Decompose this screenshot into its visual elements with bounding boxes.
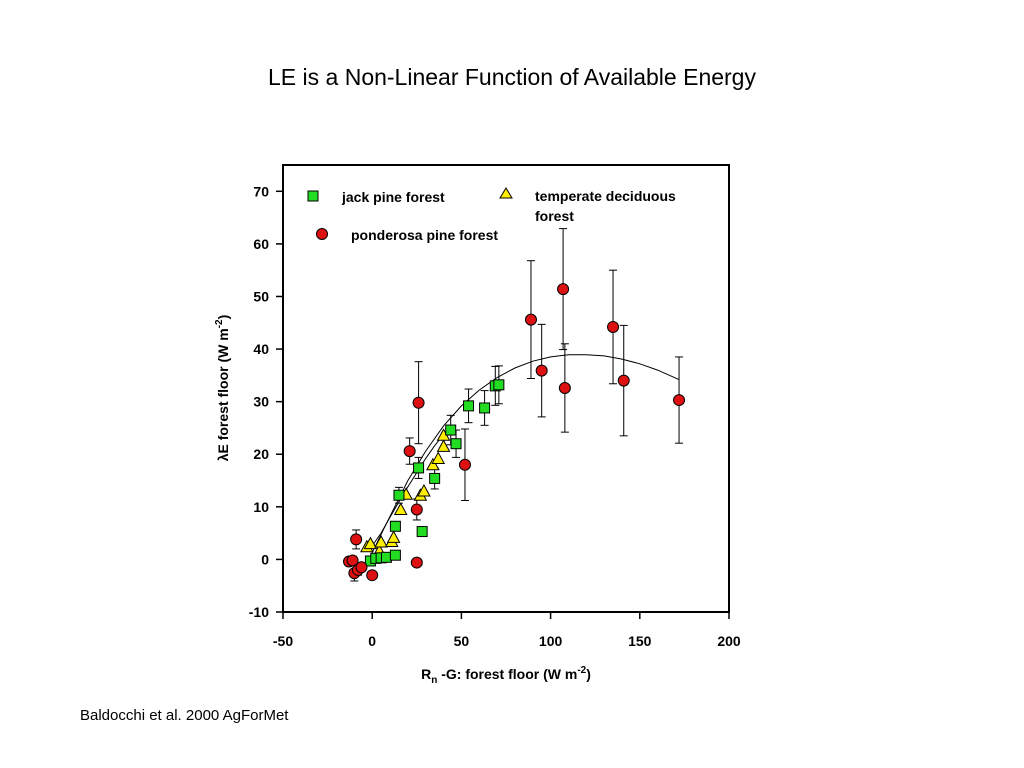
y-tick-label: 10 bbox=[253, 499, 269, 515]
y-tick-label: 70 bbox=[253, 183, 269, 199]
ponderosa-point bbox=[412, 396, 425, 409]
deciduous-point bbox=[426, 457, 440, 471]
jack-pine-point bbox=[493, 379, 505, 391]
ponderosa-point bbox=[617, 374, 630, 387]
legend-label-deciduous: temperate deciduous forest bbox=[535, 188, 680, 224]
deciduous-point bbox=[417, 484, 431, 497]
ponderosa-point bbox=[350, 533, 363, 546]
jack-pine-point bbox=[445, 424, 457, 436]
axis-ticks: -50 0 50 100 150 200 -10 0 10 20 30 40 50 60 70 bbox=[249, 183, 741, 649]
y-axis-label: λE forest floor (W m-2) bbox=[214, 315, 231, 462]
fit-curve bbox=[369, 354, 680, 557]
ponderosa-point bbox=[535, 364, 548, 377]
deciduous-point bbox=[436, 439, 451, 452]
jack-pine-point bbox=[389, 549, 401, 561]
jack-pine-point bbox=[429, 472, 441, 484]
data-points bbox=[343, 283, 686, 582]
jack-pine-point bbox=[416, 526, 428, 538]
x-tick-label: 50 bbox=[454, 633, 470, 649]
ponderosa-point bbox=[458, 458, 471, 471]
x-tick-label: 200 bbox=[717, 633, 741, 649]
legend-marker-ponderosa bbox=[316, 228, 328, 240]
x-tick-label: 150 bbox=[628, 633, 652, 649]
legend-marker-jack-pine bbox=[307, 190, 319, 202]
jack-pine-point bbox=[450, 438, 462, 450]
fit-curve bbox=[368, 433, 444, 552]
ponderosa-point bbox=[346, 554, 359, 567]
jack-pine-point bbox=[393, 489, 405, 501]
x-tick-label: 0 bbox=[368, 633, 376, 649]
x-tick-label: 100 bbox=[539, 633, 563, 649]
ponderosa-point bbox=[673, 394, 686, 407]
y-tick-label: 0 bbox=[261, 551, 269, 567]
deciduous-point bbox=[393, 502, 408, 515]
x-axis-label: Rn -G: forest floor (W m-2) bbox=[421, 665, 591, 686]
deciduous-point bbox=[431, 451, 446, 464]
ponderosa-point bbox=[607, 320, 620, 333]
ponderosa-point bbox=[558, 381, 571, 394]
y-tick-label: 40 bbox=[253, 341, 269, 357]
jack-pine-point bbox=[413, 462, 425, 474]
legend-marker-deciduous bbox=[499, 187, 513, 199]
ponderosa-point bbox=[524, 313, 537, 326]
jack-pine-point bbox=[479, 402, 491, 414]
x-tick-label: -50 bbox=[273, 633, 293, 649]
slide-title: LE is a Non-Linear Function of Available… bbox=[268, 64, 756, 90]
ponderosa-point bbox=[355, 561, 368, 574]
deciduous-point bbox=[363, 536, 378, 550]
legend-label-jack-pine: jack pine forest bbox=[341, 189, 445, 205]
ponderosa-point bbox=[366, 569, 379, 582]
ponderosa-point bbox=[410, 503, 423, 516]
deciduous-point bbox=[374, 535, 388, 548]
y-tick-label: 60 bbox=[253, 236, 269, 252]
plot-frame bbox=[282, 164, 730, 613]
jack-pine-point bbox=[389, 520, 401, 532]
citation: Baldocchi et al. 2000 AgForMet bbox=[80, 707, 289, 724]
legend-label-ponderosa: ponderosa pine forest bbox=[351, 227, 498, 243]
ponderosa-point bbox=[403, 445, 416, 458]
ponderosa-point bbox=[410, 556, 423, 569]
y-tick-label: 50 bbox=[253, 288, 269, 304]
y-tick-label: -10 bbox=[249, 604, 269, 620]
legend: jack pine forest temperate deciduous for… bbox=[307, 187, 680, 243]
y-tick-label: 30 bbox=[253, 394, 269, 410]
fit-curves bbox=[368, 354, 680, 557]
ponderosa-point bbox=[557, 283, 570, 296]
y-tick-label: 20 bbox=[253, 446, 269, 462]
deciduous-point bbox=[386, 530, 401, 543]
jack-pine-point bbox=[463, 400, 475, 412]
